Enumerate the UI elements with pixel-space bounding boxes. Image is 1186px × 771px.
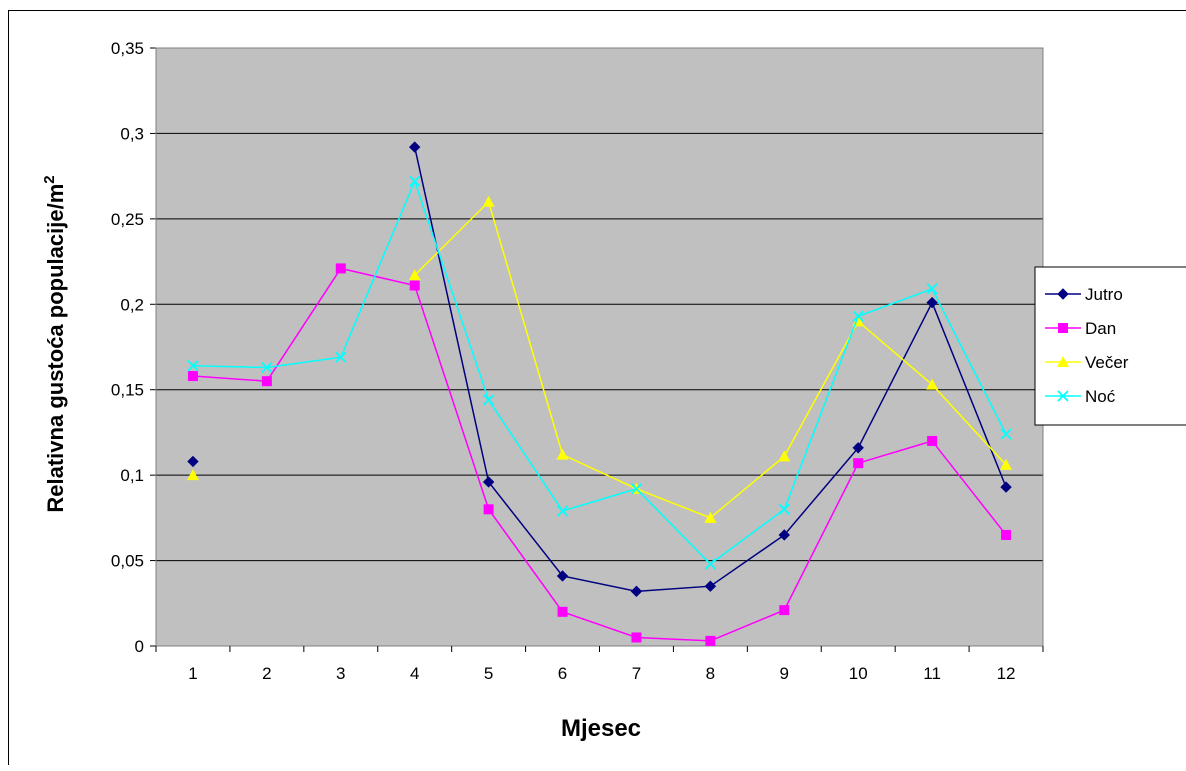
legend: Jutro Dan Večer Noć [1034,266,1186,426]
data-point [926,296,938,309]
legend-label: Jutro [1085,285,1123,304]
data-point [556,570,569,582]
series-3 [187,175,1012,570]
data-point [853,458,864,469]
data-point [409,280,420,291]
data-point [409,141,421,153]
x-tick-label: 8 [706,664,715,683]
legend-marker [1057,356,1069,367]
x-axis-title: Mjesec [561,715,641,742]
data-point [187,360,199,372]
y-tick-label: 0,15 [111,381,144,400]
plot-background [156,48,1043,646]
data-point [1001,529,1012,540]
series-line [192,267,1007,642]
data-point [630,585,643,598]
data-point [556,448,569,460]
data-point [1000,481,1012,493]
y-tick-label: 0,05 [111,552,144,571]
x-tick-label: 9 [780,664,789,683]
data-point [778,503,790,515]
x-tick-label: 11 [923,664,941,683]
series-0 [187,141,1012,598]
data-point [186,469,199,481]
data-point [261,376,272,387]
data-point [409,175,421,187]
series-1 [187,263,1012,646]
data-point [482,394,495,406]
axes: 00,050,10,150,20,250,30,351 2 3 4 5 6 7 8 9 10 11 1… [111,39,1044,683]
data-point [778,529,790,541]
data-point [926,378,939,390]
data-point [852,310,864,322]
data-point [705,635,716,646]
data-point [927,435,938,446]
legend-label: Noć [1085,387,1116,406]
data-point [926,283,938,295]
series-group [186,141,1013,646]
data-point [187,455,199,468]
data-point [261,361,273,374]
legend-marker [1057,390,1069,402]
data-point [630,483,643,495]
data-point [779,605,790,616]
x-tick-label: 10 [849,664,868,683]
plot-area [156,48,1043,646]
data-point [482,476,495,488]
y-axis-title: Relativna gustoća populacije/m2 [41,175,68,512]
legend-marker [1058,323,1068,333]
legend-item: Večer [1045,353,1129,372]
legend-marker [1057,288,1069,300]
data-point [1000,458,1013,470]
y-tick-label: 0 [135,637,144,656]
legend-label: Večer [1085,353,1129,372]
legend-item: Noć [1045,387,1116,406]
x-tick-label: 3 [336,664,345,683]
legend-label: Dan [1085,319,1116,338]
data-point [704,558,717,570]
line-chart: 00,050,10,150,20,250,30,351 2 3 4 5 6 7 8 9 10 11 1… [41,39,1186,742]
y-axis-title-text: Relativna gustoća populacije/m [43,184,68,513]
x-tick-label: 4 [410,664,419,683]
series-line [192,179,1007,565]
x-tick-label: 1 [188,664,197,683]
x-tick-label: 5 [484,664,493,683]
x-tick-label: 2 [262,664,271,683]
legend-item: Jutro [1045,285,1123,304]
y-tick-label: 0,25 [111,210,144,229]
y-tick-label: 0,2 [120,295,144,314]
y-axis-title-superscript: 2 [41,175,58,183]
x-tick-label: 7 [632,664,641,683]
data-point [631,632,642,643]
data-point [483,504,494,515]
data-point [704,580,717,592]
data-point [187,371,198,382]
y-tick-label: 0,35 [111,39,144,58]
data-point [852,442,864,454]
x-tick-label: 6 [558,664,567,683]
data-point [335,263,346,274]
data-point [557,606,568,617]
y-tick-label: 0,1 [120,466,144,485]
data-point [1000,428,1012,440]
data-point [556,505,569,517]
data-point [704,511,717,523]
data-point [778,450,791,462]
data-point [335,351,347,363]
x-tick-label: 12 [997,664,1016,683]
chart-frame: 0 0,05 0,1 0,15 0,2 0,25 0,3 0,35 1 2 3 4 5 6 7 8 9 10 11 1… [8,10,1186,765]
legend-item: Dan [1045,319,1116,338]
data-point [482,195,495,207]
data-point [408,269,421,281]
y-tick-label: 0,3 [120,124,144,143]
